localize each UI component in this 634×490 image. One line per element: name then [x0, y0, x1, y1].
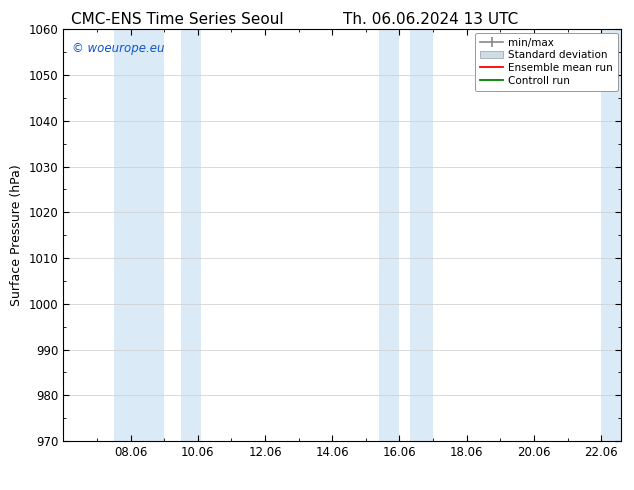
Bar: [410, 29, 433, 441]
Y-axis label: Surface Pressure (hPa): Surface Pressure (hPa): [10, 164, 23, 306]
Bar: [181, 29, 201, 441]
Bar: [379, 29, 399, 441]
Bar: [601, 29, 621, 441]
Text: Th. 06.06.2024 13 UTC: Th. 06.06.2024 13 UTC: [344, 12, 519, 27]
Text: CMC-ENS Time Series Seoul: CMC-ENS Time Series Seoul: [71, 12, 284, 27]
Bar: [114, 29, 164, 441]
Legend: min/max, Standard deviation, Ensemble mean run, Controll run: min/max, Standard deviation, Ensemble me…: [475, 32, 618, 91]
Text: © woeurope.eu: © woeurope.eu: [72, 42, 164, 55]
